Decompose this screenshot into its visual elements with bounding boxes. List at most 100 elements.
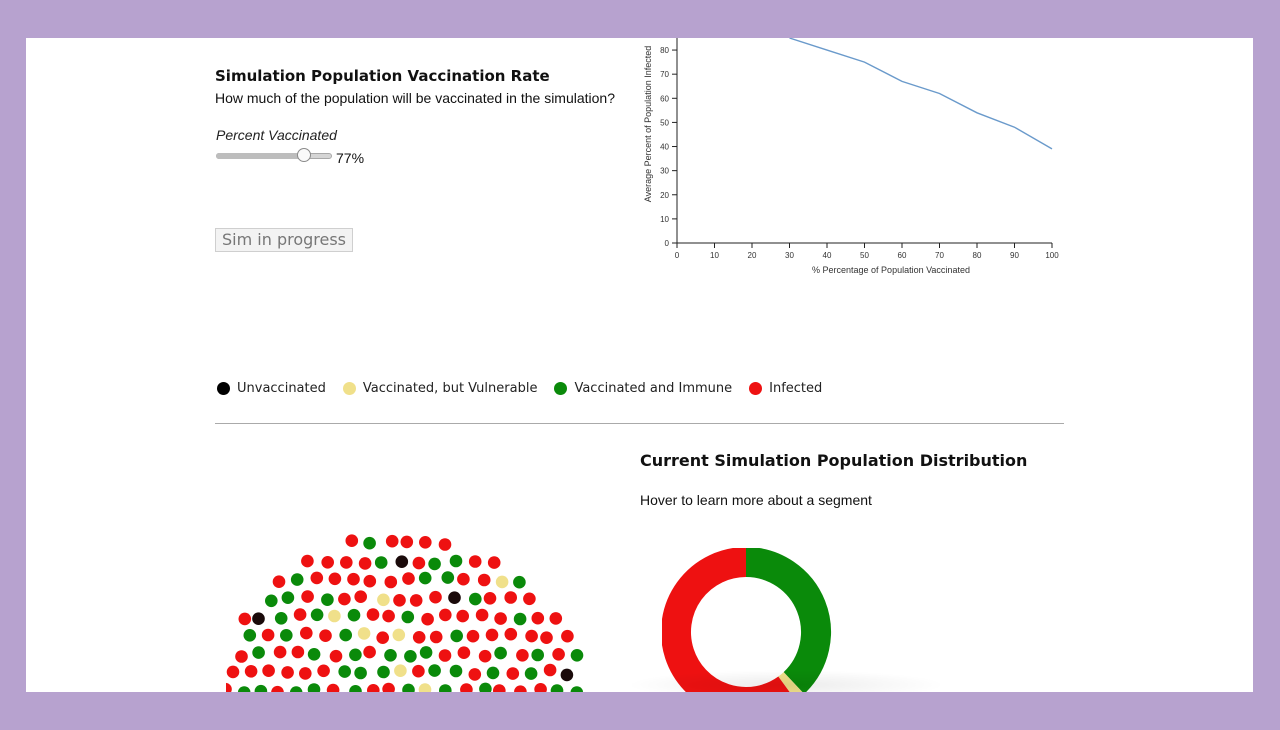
population-dot[interactable] — [409, 594, 423, 607]
population-dot[interactable] — [485, 628, 499, 642]
population-dot[interactable] — [374, 556, 388, 569]
population-dot[interactable] — [404, 650, 417, 663]
population-dot[interactable] — [493, 684, 506, 692]
population-dot[interactable] — [468, 555, 482, 568]
population-dot[interactable] — [570, 649, 584, 662]
population-dot[interactable] — [238, 612, 252, 626]
population-dot[interactable] — [393, 594, 406, 607]
population-dot[interactable] — [540, 631, 553, 644]
population-dot[interactable] — [299, 667, 312, 680]
population-dot[interactable] — [479, 682, 492, 692]
population-dot[interactable] — [265, 594, 278, 608]
population-dot[interactable] — [550, 684, 564, 692]
population-dot[interactable] — [243, 629, 257, 642]
population-dot[interactable] — [495, 575, 509, 589]
population-dot[interactable] — [418, 683, 432, 692]
population-dot[interactable] — [261, 628, 275, 642]
donut-segment[interactable] — [662, 548, 790, 692]
population-dot[interactable] — [321, 593, 334, 606]
population-dot[interactable] — [552, 648, 565, 661]
population-dot[interactable] — [428, 557, 441, 571]
population-dot[interactable] — [345, 534, 359, 547]
population-dot[interactable] — [429, 590, 442, 604]
population-dot[interactable] — [478, 649, 492, 663]
population-dot[interactable] — [384, 575, 398, 589]
population-dot[interactable] — [354, 666, 367, 680]
population-dot[interactable] — [329, 649, 343, 663]
population-dot[interactable] — [402, 572, 415, 585]
population-dot[interactable] — [449, 554, 463, 568]
population-dot[interactable] — [347, 608, 361, 622]
population-dot[interactable] — [395, 555, 409, 568]
population-dot[interactable] — [549, 612, 563, 625]
donut-segment[interactable] — [778, 671, 803, 692]
population-dot[interactable] — [340, 556, 353, 569]
population-dot[interactable] — [366, 608, 380, 621]
population-dot[interactable] — [338, 665, 351, 678]
population-dot[interactable] — [514, 685, 527, 692]
population-dot[interactable] — [516, 649, 529, 662]
population-dot[interactable] — [271, 685, 284, 692]
population-dot[interactable] — [226, 665, 240, 679]
population-dot[interactable] — [262, 664, 275, 677]
population-dot[interactable] — [441, 571, 455, 584]
population-dot[interactable] — [290, 573, 304, 586]
population-dot[interactable] — [377, 665, 390, 679]
population-dot[interactable] — [310, 608, 324, 622]
population-dot[interactable] — [326, 683, 340, 692]
population-dot[interactable] — [280, 629, 293, 642]
population-dot[interactable] — [429, 630, 443, 644]
donut-segment[interactable] — [745, 548, 831, 692]
population-dot[interactable] — [513, 612, 527, 626]
population-donut-chart[interactable] — [662, 548, 834, 692]
population-dot[interactable] — [252, 612, 265, 625]
population-dot[interactable] — [468, 668, 482, 681]
population-dot[interactable] — [421, 612, 434, 626]
population-dot[interactable] — [235, 650, 248, 663]
population-dot[interactable] — [412, 631, 426, 644]
population-dot[interactable] — [321, 556, 334, 569]
population-dot[interactable] — [570, 686, 584, 692]
population-dot[interactable] — [560, 668, 574, 682]
population-dot[interactable] — [226, 682, 232, 692]
population-dot[interactable] — [457, 572, 470, 586]
population-dot[interactable] — [349, 648, 362, 662]
population-dot[interactable] — [310, 571, 324, 585]
population-dot[interactable] — [328, 609, 341, 623]
population-dot[interactable] — [487, 556, 501, 569]
population-dot[interactable] — [300, 626, 313, 640]
population-dot[interactable] — [469, 592, 482, 606]
population-dot[interactable] — [419, 646, 433, 659]
population-dot[interactable] — [354, 590, 367, 603]
population-dot[interactable] — [244, 665, 258, 678]
population-dot[interactable] — [419, 536, 432, 549]
slider-thumb[interactable] — [296, 148, 311, 162]
population-dot[interactable] — [504, 591, 517, 604]
population-dot[interactable] — [382, 682, 395, 692]
population-dot[interactable] — [358, 557, 372, 570]
population-dot[interactable] — [534, 683, 547, 692]
population-dot[interactable] — [486, 666, 500, 680]
population-dot[interactable] — [272, 575, 286, 588]
population-dot[interactable] — [384, 649, 397, 662]
population-dot[interactable] — [307, 648, 321, 661]
population-dot[interactable] — [319, 629, 332, 642]
population-dot[interactable] — [363, 536, 376, 550]
population-dot[interactable] — [377, 593, 390, 607]
population-dot[interactable] — [448, 591, 461, 604]
population-dot[interactable] — [524, 667, 538, 680]
population-dot[interactable] — [281, 591, 295, 604]
population-dot[interactable] — [291, 645, 305, 659]
population-dot[interactable] — [439, 684, 452, 692]
population-dot-cluster[interactable] — [226, 438, 626, 692]
population-dot[interactable] — [339, 628, 352, 642]
population-dot[interactable] — [254, 684, 268, 692]
population-dot[interactable] — [450, 629, 463, 643]
population-dot[interactable] — [561, 629, 574, 643]
population-dot[interactable] — [531, 648, 544, 662]
population-dot[interactable] — [504, 627, 518, 641]
population-dot[interactable] — [394, 664, 407, 677]
population-dot[interactable] — [400, 535, 414, 549]
population-dot[interactable] — [428, 664, 441, 677]
population-dot[interactable] — [349, 685, 362, 692]
